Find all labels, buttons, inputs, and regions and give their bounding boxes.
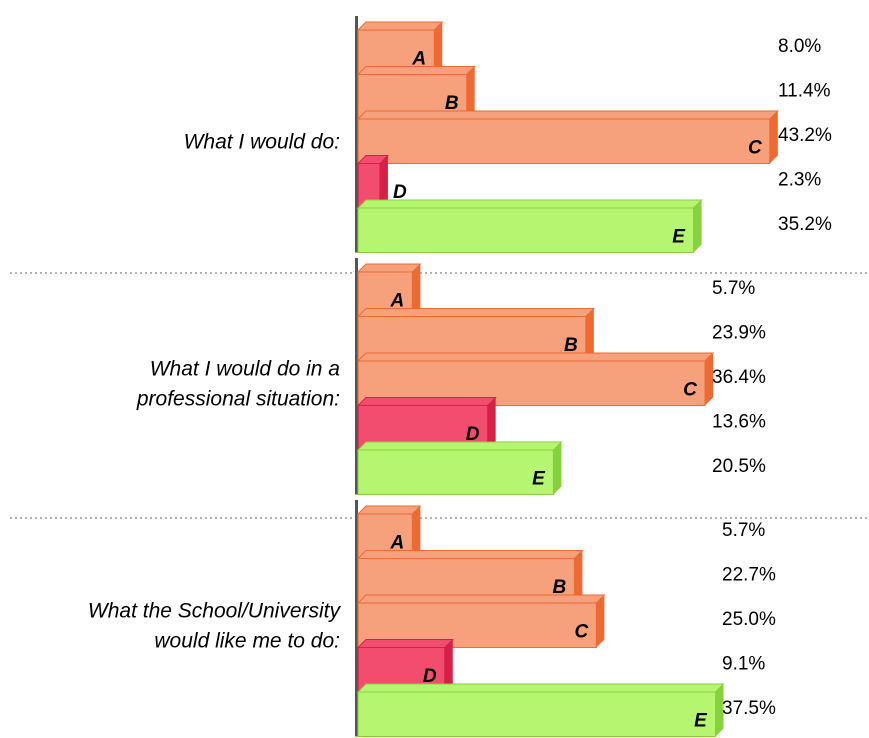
bar-side [769, 111, 778, 164]
bar-top [356, 21, 444, 31]
bar-top [356, 397, 497, 406]
bar-top [356, 199, 703, 209]
value-label: 5.7% [722, 520, 765, 541]
category-label: E [694, 710, 708, 731]
value-label: 11.4% [778, 81, 831, 102]
value-label: 23.9% [712, 323, 766, 344]
group-label: What the School/University [88, 599, 342, 622]
category-label: A [389, 532, 404, 553]
bar [357, 207, 695, 253]
bar-top [356, 110, 780, 120]
bar-side [693, 200, 702, 253]
bar-top [356, 594, 606, 604]
axis-stub [355, 258, 358, 495]
group-label: What I would do: [184, 130, 340, 153]
value-label: 35.2% [778, 214, 832, 235]
bar-side [585, 308, 594, 361]
category-label: B [445, 93, 459, 114]
axis-stub [355, 500, 358, 737]
value-label: 2.3% [778, 170, 821, 191]
value-label: 43.2% [778, 125, 832, 146]
bar-top [356, 683, 725, 693]
bar-side [466, 66, 475, 119]
bar-top [356, 66, 476, 75]
category-label: B [553, 577, 567, 598]
bar-side [412, 506, 421, 559]
value-label: 13.6% [712, 412, 766, 433]
bar-top [356, 639, 454, 648]
value-label: 25.0% [722, 609, 776, 630]
bar-side [705, 353, 714, 406]
bar [357, 118, 771, 164]
category-label: C [748, 137, 762, 158]
bar-side [574, 550, 583, 603]
group-label: What I would do in a [150, 357, 340, 380]
bar-side [596, 595, 605, 648]
value-label: 36.4% [712, 367, 766, 388]
category-label: D [423, 666, 437, 687]
category-label: B [564, 335, 578, 356]
category-label: D [466, 424, 480, 445]
bar-top [356, 505, 422, 515]
bar-top [356, 441, 563, 451]
value-label: 22.7% [722, 565, 776, 586]
value-label: 5.7% [712, 278, 755, 299]
bar-side [487, 397, 496, 450]
category-label: C [574, 621, 588, 642]
axis-stub [355, 16, 358, 253]
bar-side [434, 22, 443, 75]
bar [357, 691, 716, 737]
bar-side [379, 155, 388, 208]
bar-top [356, 308, 596, 317]
value-label: 20.5% [712, 456, 766, 477]
bar-side [412, 264, 421, 317]
category-label: A [411, 48, 426, 69]
bar-side [444, 639, 453, 692]
group-label: professional situation: [136, 387, 340, 410]
category-label: A [389, 290, 404, 311]
bar [357, 449, 554, 495]
value-label: 37.5% [722, 698, 776, 719]
bar-top [356, 263, 422, 273]
bar-side [553, 442, 562, 495]
category-label: D [393, 182, 407, 203]
bar-top [356, 352, 715, 362]
category-label: C [683, 379, 697, 400]
value-label: 8.0% [778, 36, 821, 57]
category-label: E [532, 468, 546, 489]
value-label: 9.1% [722, 654, 765, 675]
bar-side [715, 684, 724, 737]
group-label: would like me to do: [154, 629, 340, 652]
category-label: E [672, 226, 686, 247]
bar-top [356, 550, 584, 559]
